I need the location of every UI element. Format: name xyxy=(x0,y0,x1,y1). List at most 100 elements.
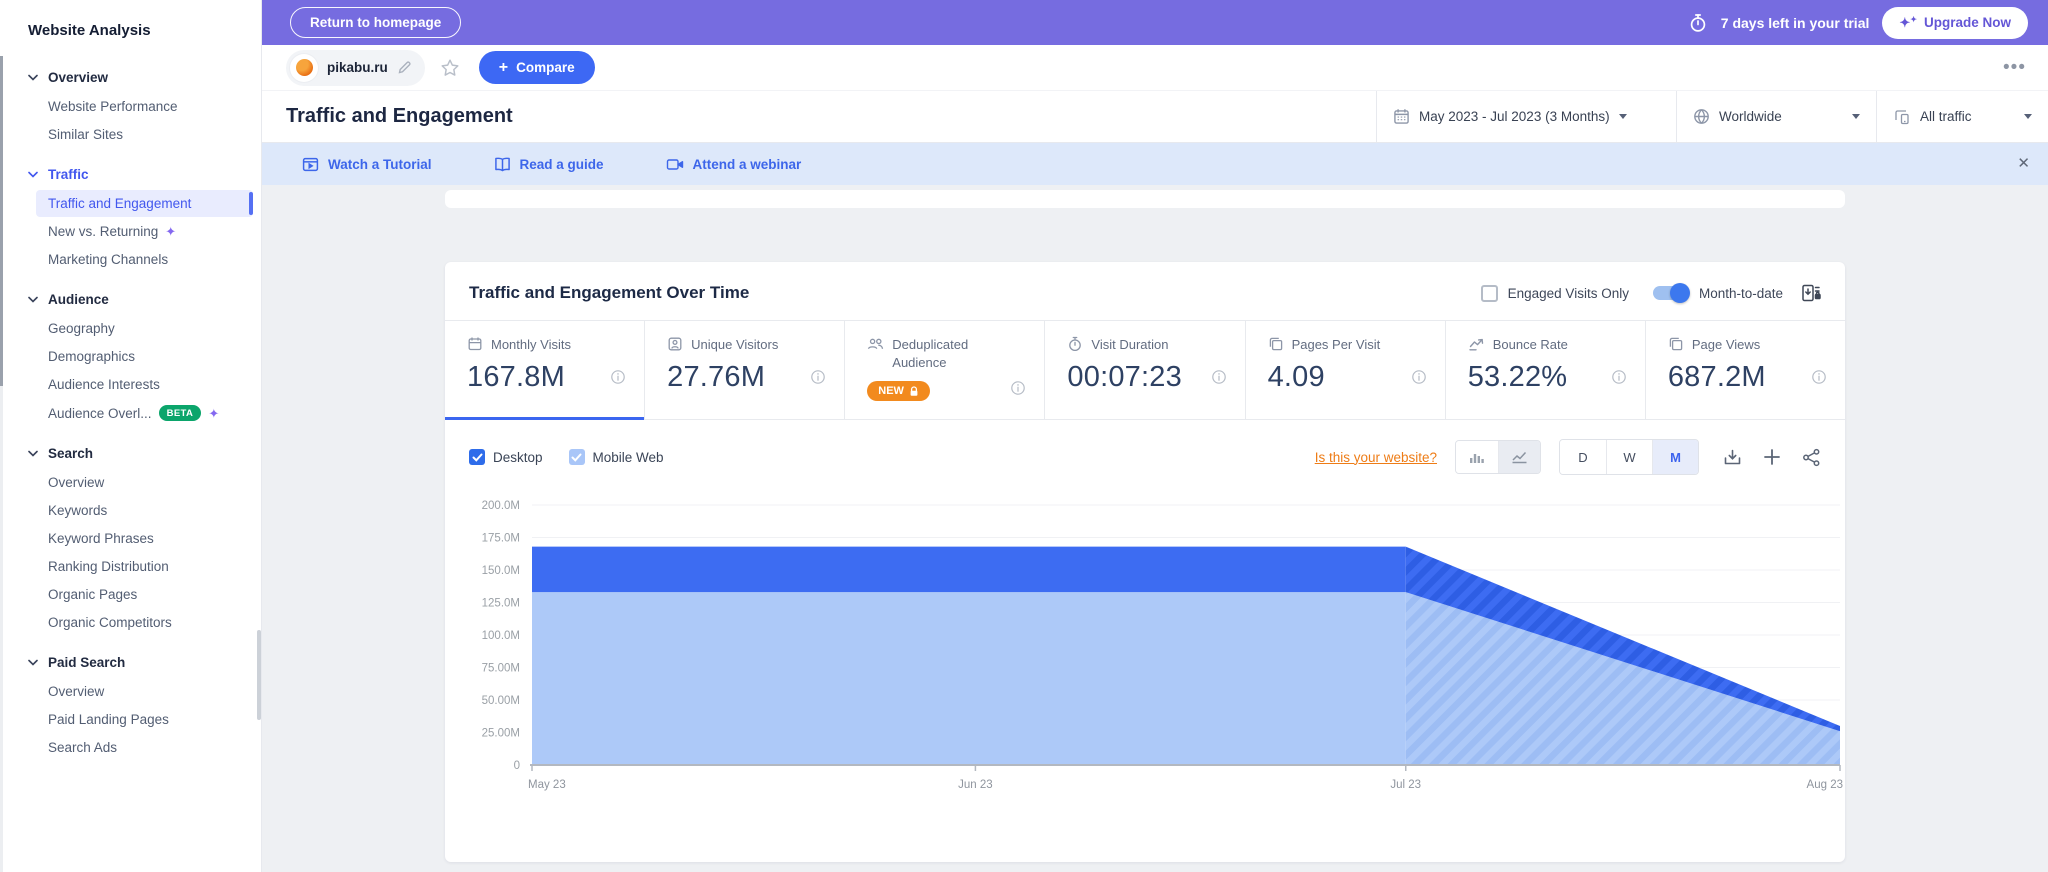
sidebar-item-organic-competitors[interactable]: Organic Competitors xyxy=(48,615,172,630)
sidebar-item-overview[interactable]: Overview xyxy=(48,684,105,699)
read-guide-link[interactable]: Read a guide xyxy=(494,156,604,173)
sidebar-item-audience-interests[interactable]: Audience Interests xyxy=(48,377,160,392)
download-icon[interactable] xyxy=(1723,448,1742,467)
traffic-type-filter[interactable]: All traffic xyxy=(1876,91,2048,142)
attend-webinar-link[interactable]: Attend a webinar xyxy=(666,156,801,173)
stopwatch-icon xyxy=(1067,336,1083,352)
metric-tab-monthly-visits[interactable]: Monthly Visits 167.8M xyxy=(445,321,645,421)
sidebar-item-new-vs-returning[interactable]: New vs. Returning ✦ xyxy=(48,224,177,239)
sidebar-section-audience: Audience Geography Demographics Audience In… xyxy=(0,285,261,427)
upgrade-now-button[interactable]: ✦✦ Upgrade Now xyxy=(1882,6,2028,39)
mobile-web-checkbox[interactable]: Mobile Web xyxy=(568,449,664,466)
svg-text:50.00M: 50.00M xyxy=(482,695,520,707)
metric-tab-pages-per-visit[interactable]: Pages Per Visit 4.09 xyxy=(1244,321,1445,420)
more-options-icon[interactable]: ••• xyxy=(2003,56,2026,78)
sidebar-item-audience-overl[interactable]: Audience Overl... BETA ✦ xyxy=(48,405,220,421)
sidebar-item-marketing-channels[interactable]: Marketing Channels xyxy=(48,252,169,267)
sidebar-section-overview: Overview Website Performance Similar Sites xyxy=(0,63,261,148)
info-icon[interactable] xyxy=(1411,369,1427,385)
watch-tutorial-link[interactable]: Watch a Tutorial xyxy=(302,156,432,173)
sidebar-header-audience[interactable]: Audience xyxy=(0,285,261,314)
chevron-down-icon xyxy=(28,74,38,81)
audience-icon xyxy=(867,336,884,352)
page-title: Traffic and Engagement xyxy=(286,105,513,127)
sidebar-right-scrollbar-thumb[interactable] xyxy=(257,630,261,720)
sidebar-item-organic-pages[interactable]: Organic Pages xyxy=(48,587,138,602)
metric-label: Unique Visitors xyxy=(691,337,779,352)
trial-clock-icon xyxy=(1688,13,1708,33)
sidebar-item-overview[interactable]: Overview xyxy=(48,475,105,490)
sidebar-header-search[interactable]: Search xyxy=(0,439,261,468)
metric-label: Deduplicated Audience xyxy=(892,337,969,370)
info-icon[interactable] xyxy=(1010,380,1026,396)
granularity-w-button[interactable]: W xyxy=(1606,440,1652,475)
info-icon[interactable] xyxy=(1611,369,1627,385)
globe-icon xyxy=(1693,108,1710,125)
sidebar-item-ranking-distribution[interactable]: Ranking Distribution xyxy=(48,559,169,574)
month-to-date-toggle[interactable] xyxy=(1652,283,1690,303)
sidebar-item-keyword-phrases[interactable]: Keyword Phrases xyxy=(48,531,154,546)
svg-text:175.0M: 175.0M xyxy=(482,533,520,545)
sidebar-item-keywords[interactable]: Keywords xyxy=(48,503,108,518)
info-icon[interactable] xyxy=(810,369,826,385)
sidebar-item-search-ads[interactable]: Search Ads xyxy=(48,740,118,755)
main-area: Return to homepage 7 days left in your t… xyxy=(262,0,2048,872)
sidebar-item-geography[interactable]: Geography xyxy=(48,321,115,336)
edit-pencil-icon[interactable] xyxy=(397,60,412,75)
metric-tab-deduplicated-audience[interactable]: Deduplicated Audience NEW xyxy=(844,321,1044,420)
sidebar-item-paid-landing-pages[interactable]: Paid Landing Pages xyxy=(48,712,169,727)
chevron-down-icon xyxy=(28,450,38,457)
metric-tab-page-views[interactable]: Page Views 687.2M xyxy=(1644,321,1845,420)
sidebar-scrollbar-thumb[interactable] xyxy=(0,56,3,386)
sidebar-item-traffic-and-engagement[interactable]: Traffic and Engagement xyxy=(36,190,253,217)
line-chart-icon[interactable] xyxy=(1498,441,1540,474)
svg-text:Jul 23: Jul 23 xyxy=(1390,779,1421,791)
trial-countdown-text: 7 days left in your trial xyxy=(1720,14,1870,31)
website-domain: pikabu.ru xyxy=(327,60,388,75)
chevron-down-icon xyxy=(1852,114,1860,119)
sidebar-item-demographics[interactable]: Demographics xyxy=(48,349,136,364)
sidebar-title: Website Analysis xyxy=(28,22,151,39)
chart-type-toggle xyxy=(1455,440,1541,475)
website-chip[interactable]: pikabu.ru xyxy=(286,49,425,86)
sidebar-item-similar-sites[interactable]: Similar Sites xyxy=(48,127,124,142)
metric-tab-visit-duration[interactable]: Visit Duration 00:07:23 xyxy=(1044,321,1244,420)
tutorial-icon xyxy=(302,156,319,173)
info-icon[interactable] xyxy=(1811,369,1827,385)
info-icon[interactable] xyxy=(610,369,626,385)
desktop-checkbox[interactable]: Desktop xyxy=(469,449,543,466)
sparkle-icon: ✦ xyxy=(165,224,177,239)
series-desktop-solid xyxy=(532,546,1406,593)
favorite-star-icon[interactable] xyxy=(439,57,461,79)
add-to-dashboard-icon[interactable] xyxy=(1801,283,1821,303)
sidebar-nav: Overview Website Performance Similar Sites… xyxy=(0,63,261,761)
return-to-homepage-button[interactable]: Return to homepage xyxy=(290,7,462,38)
compare-button[interactable]: + Compare xyxy=(478,51,595,84)
bounce-icon xyxy=(1468,336,1485,352)
add-compare-icon[interactable] xyxy=(1763,448,1781,466)
traffic-chart[interactable]: 0 25.00M 50.00M 75.00M 100.0M 125.0M 150.0M 175… xyxy=(445,481,1845,793)
svg-text:150.0M: 150.0M xyxy=(482,565,520,577)
sidebar-header-traffic[interactable]: Traffic xyxy=(0,160,261,189)
website-favicon xyxy=(290,53,318,82)
bar-chart-icon[interactable] xyxy=(1456,441,1498,474)
granularity-m-button[interactable]: M xyxy=(1652,440,1698,475)
is-this-your-website-link[interactable]: Is this your website? xyxy=(1314,449,1437,465)
card-top-strip xyxy=(445,190,1845,208)
sidebar-header-paid-search[interactable]: Paid Search xyxy=(0,648,261,677)
region-filter[interactable]: Worldwide xyxy=(1676,91,1876,142)
engaged-visits-checkbox[interactable] xyxy=(1480,284,1498,302)
month-to-date-label: Month-to-date xyxy=(1698,285,1783,301)
info-icon[interactable] xyxy=(1211,369,1227,385)
sidebar-item-website-performance[interactable]: Website Performance xyxy=(48,99,178,114)
metric-tab-unique-visitors[interactable]: Unique Visitors 27.76M xyxy=(644,321,844,420)
close-icon[interactable]: ✕ xyxy=(2017,155,2030,172)
metric-tab-bounce-rate[interactable]: Bounce Rate 53.22% xyxy=(1444,321,1645,420)
metric-value: 4.09 xyxy=(1267,360,1325,393)
date-range-filter[interactable]: May 2023 - Jul 2023 (3 Months) xyxy=(1376,91,1676,142)
sidebar-header-overview[interactable]: Overview xyxy=(0,63,261,92)
share-icon[interactable] xyxy=(1802,448,1821,467)
pages-icon xyxy=(1268,336,1284,352)
granularity-d-button[interactable]: D xyxy=(1560,440,1606,475)
metric-label: Pages Per Visit xyxy=(1291,337,1381,352)
